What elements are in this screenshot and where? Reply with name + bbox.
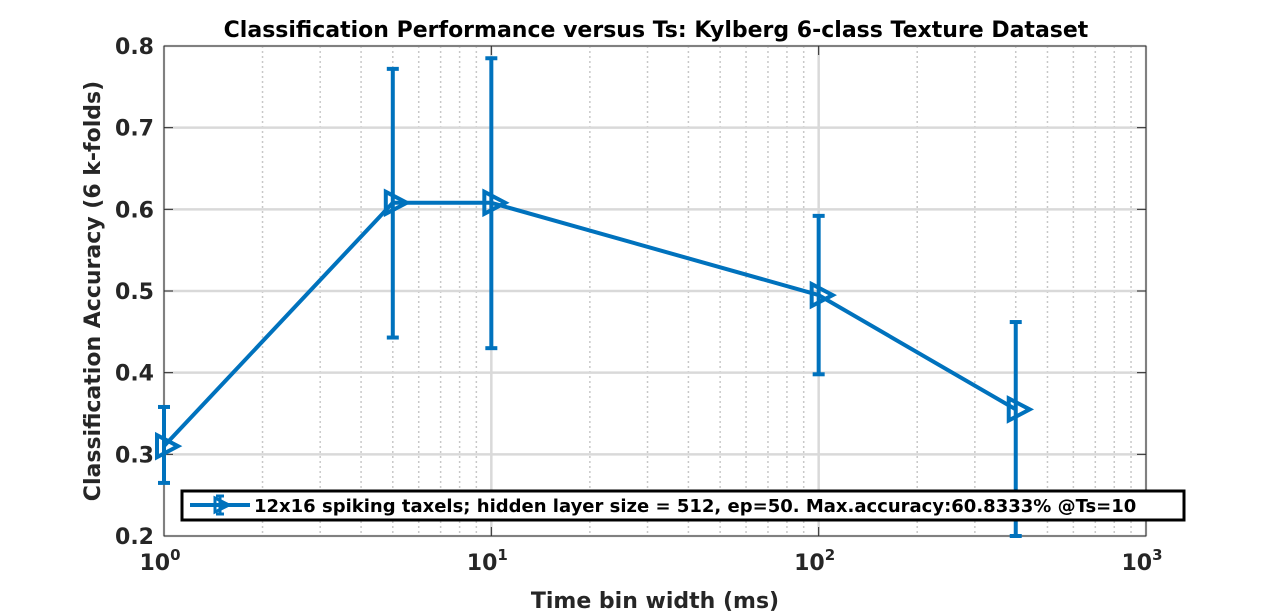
legend-sample — [190, 494, 250, 516]
data-point — [482, 188, 510, 218]
y-tick-label: 0.7 — [115, 117, 154, 142]
y-tick-label: 0.3 — [115, 443, 154, 468]
data-point — [155, 431, 183, 461]
x-tick-label: 102 — [794, 546, 835, 576]
legend-box — [180, 489, 1186, 522]
data-point — [1006, 395, 1035, 424]
x-tick-label: 103 — [1121, 546, 1162, 576]
y-tick-label: 0.6 — [115, 198, 154, 223]
x-axis-label: Time bin width (ms) — [531, 589, 779, 614]
legend-marker — [213, 495, 233, 515]
y-axis-label: Classification Accuracy (6 k-folds) — [81, 81, 106, 501]
chart-title: Classification Performance versus Ts: Ky… — [224, 18, 1089, 43]
y-tick-label: 0.8 — [115, 35, 154, 60]
data-point — [383, 188, 412, 218]
ticks: 100 101 102 103 0.2 0.3 0.4 0.5 0.6 0.7 0.8 — [115, 35, 1163, 576]
x-tick-label: 100 — [139, 546, 180, 576]
y-tick-label: 0.4 — [115, 362, 154, 387]
y-tick-label: 0.5 — [115, 280, 154, 305]
series — [155, 56, 1035, 538]
x-tick-label: 101 — [467, 546, 508, 576]
series-line — [162, 200, 1017, 448]
data-point — [809, 280, 837, 310]
legend-entry-label: 12x16 spiking taxels; hidden layer size … — [254, 496, 1136, 517]
y-tick-label: 0.2 — [115, 525, 154, 550]
legend: 12x16 spiking taxels; hidden layer size … — [180, 489, 1186, 522]
